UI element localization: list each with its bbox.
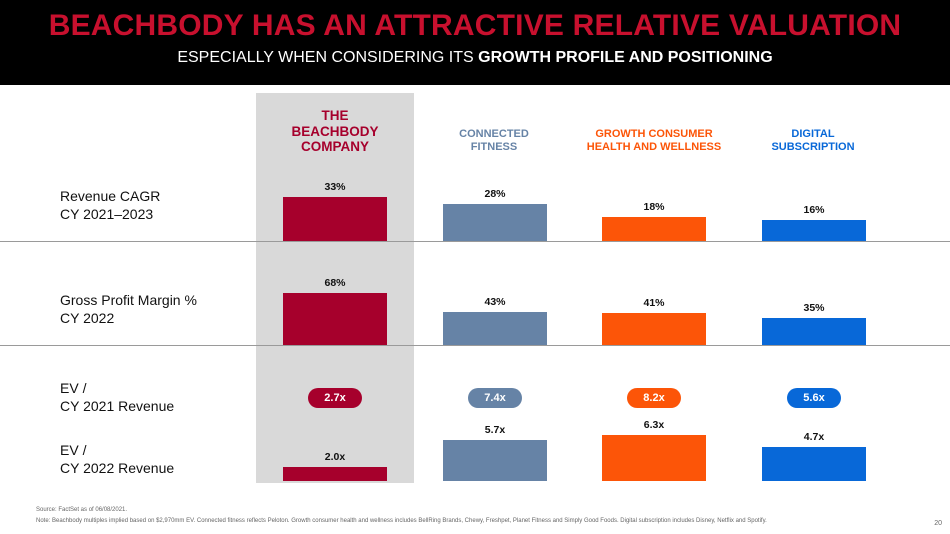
bar-revenue-cagr bbox=[602, 217, 706, 241]
row-label-line: Gross Profit Margin % bbox=[60, 292, 197, 308]
row-label-line: Revenue CAGR bbox=[60, 188, 161, 204]
page-subtitle: ESPECIALLY WHEN CONSIDERING ITS GROWTH P… bbox=[0, 49, 950, 67]
bar-gross-margin bbox=[443, 312, 547, 345]
bar-gross-margin bbox=[283, 293, 387, 345]
column-header-line: DIGITAL bbox=[791, 128, 835, 140]
column-header-line: CONNECTED bbox=[459, 128, 529, 140]
row-label-line: EV / bbox=[60, 380, 87, 396]
data-label-ev-2022: 4.7x bbox=[803, 431, 825, 443]
row-label-gross-margin: Gross Profit Margin % CY 2022 bbox=[60, 291, 197, 327]
data-label-ev-2022: 5.7x bbox=[484, 424, 506, 436]
column-header-line: GROWTH CONSUMER bbox=[595, 128, 713, 140]
bar-ev-2022 bbox=[283, 467, 387, 481]
bar-revenue-cagr bbox=[762, 220, 866, 241]
data-label-revenue-cagr: 18% bbox=[643, 201, 665, 213]
column-header-line: SUBSCRIPTION bbox=[771, 141, 855, 153]
data-label-gross-margin: 41% bbox=[643, 297, 665, 309]
beachbody-highlight-column bbox=[256, 93, 414, 483]
data-label-revenue-cagr: 28% bbox=[484, 188, 506, 200]
subtitle-regular: ESPECIALLY WHEN CONSIDERING ITS bbox=[177, 49, 479, 66]
bar-ev-2022 bbox=[443, 440, 547, 481]
data-label-ev-2022: 2.0x bbox=[324, 451, 346, 463]
row-label-line: EV / bbox=[60, 442, 87, 458]
data-label-gross-margin: 43% bbox=[484, 296, 506, 308]
column-header-beachbody: THE BEACHBODY COMPANY bbox=[271, 108, 399, 155]
data-label-revenue-cagr: 16% bbox=[803, 204, 825, 216]
column-header-connected-fitness: CONNECTED FITNESS bbox=[430, 128, 558, 154]
bar-revenue-cagr bbox=[443, 204, 547, 241]
value-pill-ev-2021: 8.2x bbox=[627, 388, 681, 408]
row-label-ev-2022: EV / CY 2022 Revenue bbox=[60, 441, 174, 477]
bar-ev-2022 bbox=[602, 435, 706, 481]
column-header-line: FITNESS bbox=[470, 141, 518, 153]
column-header-growth-consumer: GROWTH CONSUMER HEALTH AND WELLNESS bbox=[574, 128, 734, 154]
subtitle-bold: GROWTH PROFILE AND POSITIONING bbox=[478, 49, 773, 66]
row-label-line: CY 2022 bbox=[60, 310, 115, 326]
row-divider bbox=[0, 345, 950, 346]
bar-ev-2022 bbox=[762, 447, 866, 481]
page-number: 20 bbox=[934, 520, 942, 527]
row-label-revenue-cagr: Revenue CAGR CY 2021–2023 bbox=[60, 187, 160, 223]
column-header-line: BEACHBODY bbox=[291, 123, 379, 139]
footnote-source: Source: FactSet as of 06/08/2021. bbox=[36, 507, 128, 513]
header-banner: BEACHBODY HAS AN ATTRACTIVE RELATIVE VAL… bbox=[0, 0, 950, 85]
row-label-line: CY 2022 Revenue bbox=[60, 460, 175, 476]
bar-revenue-cagr bbox=[283, 197, 387, 241]
page-title: BEACHBODY HAS AN ATTRACTIVE RELATIVE VAL… bbox=[48, 9, 902, 42]
data-label-revenue-cagr: 33% bbox=[324, 181, 346, 193]
data-label-gross-margin: 35% bbox=[803, 302, 825, 314]
value-pill-ev-2021: 5.6x bbox=[787, 388, 841, 408]
row-label-ev-2021: EV / CY 2021 Revenue bbox=[60, 379, 174, 415]
bar-gross-margin bbox=[602, 313, 706, 345]
bar-gross-margin bbox=[762, 318, 866, 345]
column-header-line: THE bbox=[321, 108, 349, 123]
data-label-ev-2022: 6.3x bbox=[643, 419, 665, 431]
column-header-line: COMPANY bbox=[300, 139, 369, 154]
column-header-line: HEALTH AND WELLNESS bbox=[586, 141, 722, 153]
row-label-line: CY 2021–2023 bbox=[60, 206, 154, 222]
row-divider bbox=[0, 241, 950, 242]
data-label-gross-margin: 68% bbox=[324, 277, 346, 289]
row-label-line: CY 2021 Revenue bbox=[60, 398, 175, 414]
value-pill-ev-2021: 7.4x bbox=[468, 388, 522, 408]
column-header-digital-subscription: DIGITAL SUBSCRIPTION bbox=[749, 128, 877, 154]
value-pill-ev-2021: 2.7x bbox=[308, 388, 362, 408]
footnote-note: Note: Beachbody multiples implied based … bbox=[36, 518, 767, 524]
